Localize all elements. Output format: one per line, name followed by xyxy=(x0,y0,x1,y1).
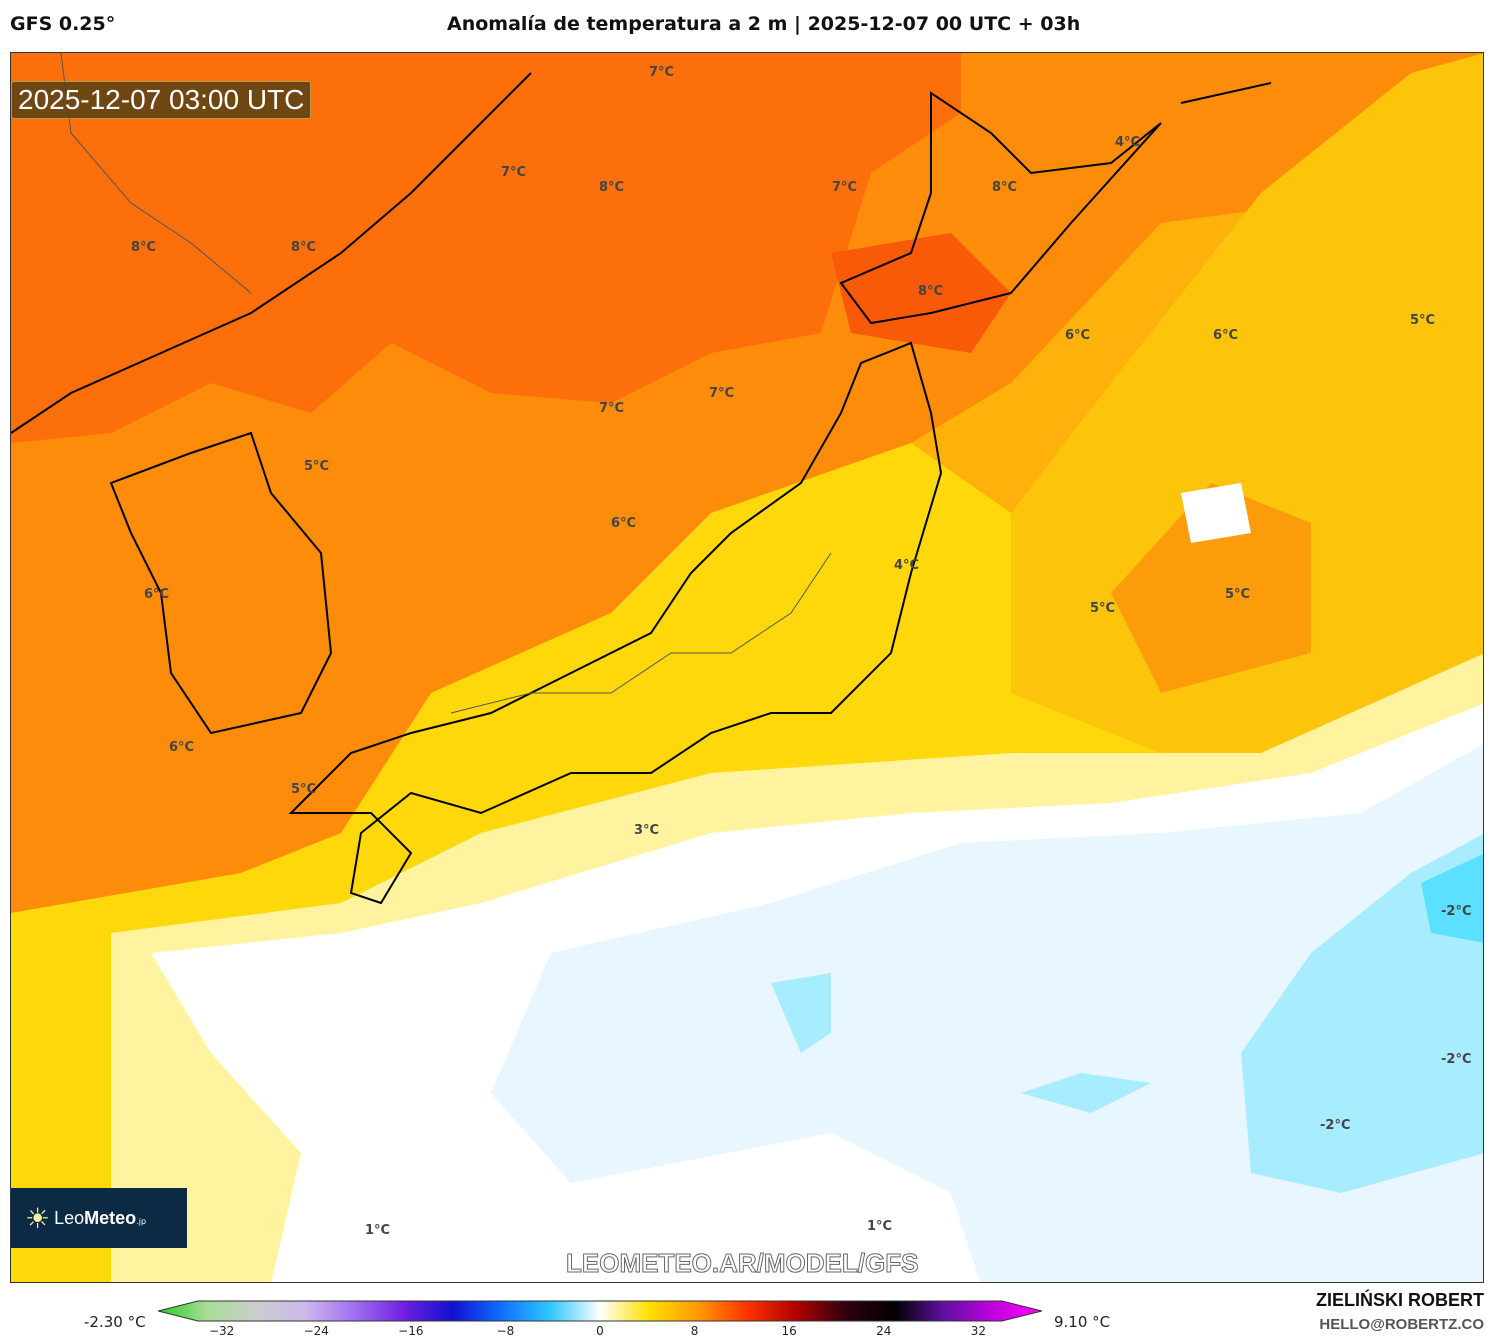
contour-label: 7°C xyxy=(649,65,675,80)
colorbar-tick: −24 xyxy=(303,1324,329,1338)
contour-label: 5°C xyxy=(1090,601,1116,616)
contour-label: 1°C xyxy=(867,1219,893,1234)
contour-label: 7°C xyxy=(709,386,735,401)
contour-label: 8°C xyxy=(599,180,625,195)
colorbar xyxy=(158,1300,1042,1322)
colorbar-tick: −16 xyxy=(398,1324,424,1338)
contour-label: -2°C xyxy=(1441,1052,1472,1067)
temperature-anomaly-map[interactable]: 2025-12-07 03:00 UTC 7°C 7°C 8°C 7°C 8°C… xyxy=(10,52,1484,1283)
logo-text-bold: Meteo xyxy=(84,1207,137,1228)
colorbar-tick: 32 xyxy=(970,1324,986,1338)
colorbar-min-value: -2.30 °C xyxy=(84,1313,146,1331)
contour-label: 3°C xyxy=(634,823,660,838)
colorbar-tick: 16 xyxy=(781,1324,797,1338)
logo-text: Leo xyxy=(54,1207,85,1228)
leometeo-logo[interactable]: ☀ Leo Meteo .jp xyxy=(11,1188,187,1248)
contour-label: 7°C xyxy=(832,180,858,195)
contour-label: 4°C xyxy=(1115,135,1141,150)
model-name: GFS 0.25° xyxy=(10,13,116,35)
contour-label: 7°C xyxy=(599,401,625,416)
contour-label: 6°C xyxy=(144,587,170,602)
contour-label: 8°C xyxy=(918,284,944,299)
contour-label: 5°C xyxy=(291,782,317,797)
colorbar-max-value: 9.10 °C xyxy=(1054,1313,1111,1331)
author-email[interactable]: HELLO@ROBERTZ.CO xyxy=(1319,1316,1484,1333)
contour-label: 1°C xyxy=(365,1223,391,1238)
contour-label: 6°C xyxy=(1065,328,1091,343)
contour-label: 6°C xyxy=(169,740,195,755)
author-name: ZIELIŃSKI ROBERT xyxy=(1315,1290,1484,1310)
contour-label: 5°C xyxy=(1410,313,1436,328)
colorbar-tick: 8 xyxy=(690,1324,699,1338)
colorbar-tick: 24 xyxy=(876,1324,892,1338)
contour-label: 5°C xyxy=(1225,587,1251,602)
sun-icon: ☀ xyxy=(25,1201,51,1235)
contour-label: 6°C xyxy=(611,516,637,531)
colorbar-tick: 0 xyxy=(596,1324,604,1338)
map-title: Anomalía de temperatura a 2 m | 2025-12-… xyxy=(447,13,1081,35)
contour-label: 6°C xyxy=(1213,328,1239,343)
colorbar-tick: −32 xyxy=(208,1324,235,1338)
contour-label: 7°C xyxy=(501,165,527,180)
contour-label: 8°C xyxy=(992,180,1018,195)
contour-label: 8°C xyxy=(291,240,317,255)
contour-label: 8°C xyxy=(131,240,157,255)
colorbar-tick: −8 xyxy=(496,1324,515,1338)
logo-suffix: .jp xyxy=(136,1216,147,1226)
contour-label: 4°C xyxy=(894,558,920,573)
watermark-url: LEOMETEO.AR/MODEL/GFS xyxy=(565,1248,919,1279)
contour-label: -2°C xyxy=(1320,1118,1351,1133)
contour-label: 5°C xyxy=(304,459,330,474)
map-fill xyxy=(11,53,1483,1282)
timestamp-label: 2025-12-07 03:00 UTC xyxy=(11,81,312,119)
contour-label: -2°C xyxy=(1441,904,1472,919)
colorbar-gradient xyxy=(158,1300,1042,1322)
